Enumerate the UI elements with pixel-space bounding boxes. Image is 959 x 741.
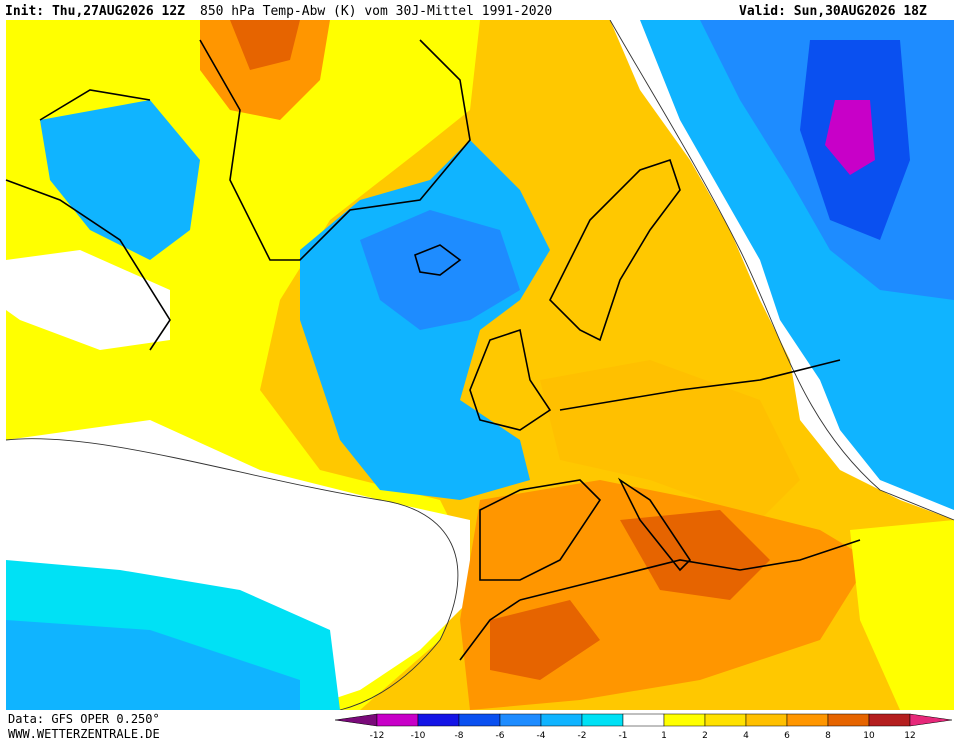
colorbar-segment xyxy=(745,713,788,727)
anomaly-blue-core xyxy=(360,210,520,330)
coastline-greenland xyxy=(199,39,471,261)
colorbar-label: 12 xyxy=(904,731,915,741)
anomaly-blue-southwest xyxy=(6,620,300,710)
init-time: Init: Thu,27AUG2026 12Z xyxy=(5,4,185,19)
header-bar xyxy=(0,0,959,20)
colorbar-segment xyxy=(499,713,542,727)
colorbar-arrow xyxy=(909,713,953,727)
anomaly-red-greenland xyxy=(230,20,300,70)
colorbar-label: 1 xyxy=(661,731,667,741)
anomaly-yellow-east xyxy=(850,520,954,710)
colorbar-segment xyxy=(827,713,870,727)
colorbar-segment xyxy=(458,713,501,727)
colorbar-label: -4 xyxy=(537,731,546,741)
colorbar-label: -8 xyxy=(455,731,464,741)
anomaly-magenta xyxy=(825,100,875,175)
coastline-europe-africa xyxy=(459,359,861,661)
colorbar-label: -10 xyxy=(411,731,426,741)
colorbar-segment xyxy=(540,713,583,727)
colorbar-segment xyxy=(663,713,706,727)
colorbar-label: -2 xyxy=(578,731,587,741)
anomaly-white-canada xyxy=(6,250,170,350)
colorbar-label: 8 xyxy=(825,731,831,741)
coastline-britain xyxy=(469,328,552,431)
anomaly-blue-canada xyxy=(40,100,200,260)
colorbar-label: 6 xyxy=(784,731,790,741)
colorbar-label: -6 xyxy=(496,731,505,741)
colorbar-segment xyxy=(581,713,624,727)
map xyxy=(5,19,955,711)
isoline xyxy=(5,438,459,711)
map-title: 850 hPa Temp-Abw (K) vom 30J-Mittel 1991… xyxy=(200,4,552,19)
anomaly-hot-libya xyxy=(620,510,770,600)
valid-time: Valid: Sun,30AUG2026 18Z xyxy=(739,4,927,19)
colorbar-segment xyxy=(376,713,419,727)
colorbar-label: -1 xyxy=(619,731,628,741)
colorbar-segment xyxy=(417,713,460,727)
coastline-canada xyxy=(5,89,171,351)
isoline xyxy=(609,19,955,521)
colorbar: -12 -10 -8 -6 -4 -2 -1 1 2 4 6 8 10 12 xyxy=(334,713,953,741)
colorbar-label: 2 xyxy=(702,731,708,741)
anomaly-hot-morocco xyxy=(490,600,600,680)
anomaly-orange-europe xyxy=(540,360,800,520)
colorbar-label: 4 xyxy=(743,731,749,741)
colorbar-segment xyxy=(704,713,747,727)
coastline-scandinavia xyxy=(549,158,681,342)
data-source: Data: GFS OPER 0.250° xyxy=(8,712,160,726)
coastline-iceland xyxy=(414,244,462,276)
colorbar-segment xyxy=(622,713,665,727)
colorbar-segment xyxy=(868,713,911,727)
colorbar-label: 10 xyxy=(863,731,875,741)
website: WWW.WETTERZENTRALE.DE xyxy=(8,727,160,741)
colorbar-label: -12 xyxy=(370,731,385,741)
anomaly-orange-greenland xyxy=(200,20,330,120)
colorbar-segment xyxy=(786,713,829,727)
